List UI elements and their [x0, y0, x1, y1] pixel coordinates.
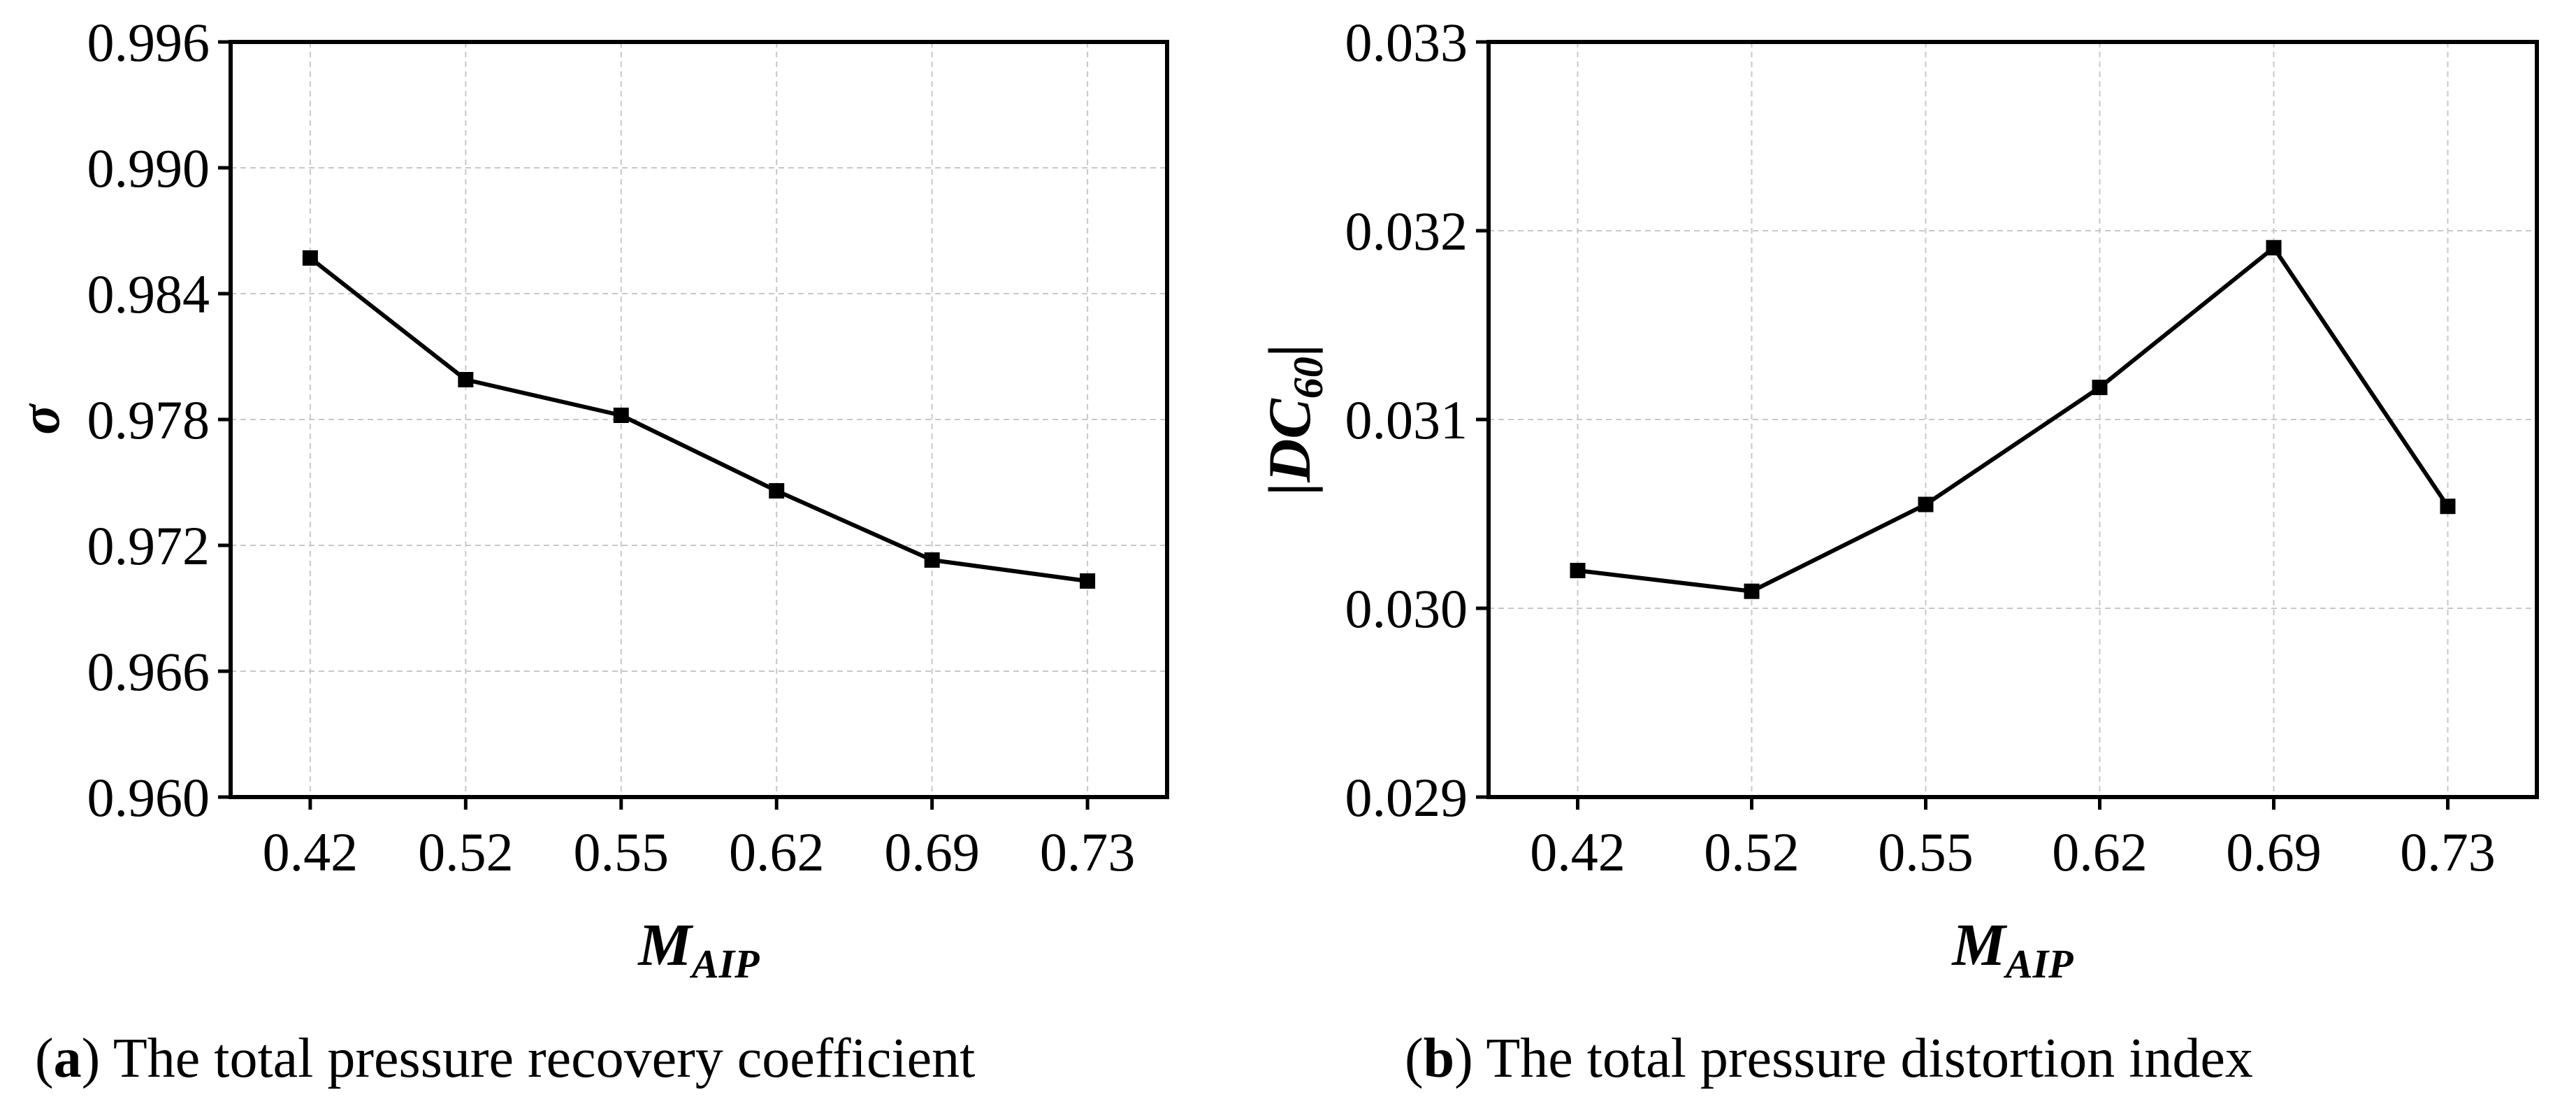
- y-tick-label-a: 0.978: [87, 389, 210, 450]
- caption-a-text: The total pressure recovery coefficient: [113, 1028, 975, 1089]
- x-tick-label-a: 0.55: [574, 822, 670, 882]
- caption-b: (b) The total pressure distortion index: [1405, 1028, 2253, 1089]
- data-point-a: [302, 250, 318, 266]
- data-point-a: [1080, 573, 1096, 589]
- series-line-b: [1577, 245, 2450, 594]
- x-tick-label-a: 0.62: [729, 822, 825, 882]
- x-axis-label-b: MAIP: [1951, 911, 2074, 987]
- caption-a-letter: a: [54, 1028, 82, 1089]
- data-point-a: [458, 372, 474, 387]
- data-point-b: [1570, 563, 1586, 578]
- y-axis-label-a: σ: [10, 403, 71, 435]
- x-tick-label-b: 0.52: [1704, 822, 1800, 882]
- y-axis-label-b-sub: 60: [1285, 357, 1331, 399]
- y-tick-label-a: 0.996: [87, 12, 210, 73]
- y-axis-label-b: |DC60|: [1256, 343, 1331, 495]
- x-tick-label-a: 0.42: [263, 822, 359, 882]
- y-tick-label-b: 0.033: [1345, 12, 1468, 73]
- y-tick-label-a: 0.972: [87, 515, 210, 576]
- y-tick-label-b: 0.031: [1345, 389, 1468, 450]
- chart-panel-b: 0.029 0.030 0.031 0.032 0.033 0.42 0.52 0.55 0.6…: [1256, 12, 2539, 1089]
- data-point-b: [2440, 499, 2456, 515]
- data-point-b: [1918, 496, 1934, 512]
- x-axis-label-a-main: M: [637, 911, 693, 978]
- data-point-a: [924, 552, 940, 568]
- x-tick-label-b: 0.55: [1878, 822, 1974, 882]
- data-point-b: [1744, 583, 1760, 599]
- x-tick-label-b: 0.62: [2052, 822, 2148, 882]
- data-point-b: [2266, 240, 2282, 256]
- caption-a: (a) The total pressure recovery coeffici…: [35, 1028, 975, 1089]
- y-tick-label-b: 0.032: [1345, 201, 1468, 261]
- y-axis-label-b-main: |DC: [1256, 398, 1323, 496]
- x-tick-label-b: 0.73: [2400, 822, 2496, 882]
- x-tick-label-a: 0.52: [418, 822, 514, 882]
- y-tick-label-b: 0.030: [1345, 578, 1468, 639]
- caption-b-text: The total pressure distortion index: [1486, 1028, 2253, 1089]
- data-point-a: [613, 408, 629, 423]
- x-tick-label-a: 0.69: [884, 822, 980, 882]
- y-axis-label-b-tail: |: [1256, 343, 1323, 357]
- x-tick-label-b: 0.69: [2226, 822, 2322, 882]
- y-axis-label-a-main: σ: [10, 403, 71, 435]
- y-tick-label-a: 0.990: [87, 138, 210, 199]
- data-point-b: [2092, 380, 2108, 396]
- caption-b-letter: b: [1424, 1028, 1455, 1089]
- y-tick-label-b: 0.029: [1345, 767, 1468, 828]
- y-tick-label-a: 0.960: [87, 767, 210, 828]
- x-axis-label-b-sub: AIP: [2004, 941, 2074, 987]
- data-point-a: [769, 483, 785, 499]
- y-tick-label-a: 0.966: [87, 641, 210, 702]
- x-tick-label-a: 0.73: [1040, 822, 1136, 882]
- chart-panel-a: 0.960 0.966 0.972 0.978 0.984 0.990 0.996 0.42 0…: [10, 12, 1169, 1089]
- x-axis-label-b-main: M: [1951, 911, 2007, 978]
- x-axis-label-a-sub: AIP: [690, 941, 760, 987]
- x-tick-label-b: 0.42: [1530, 822, 1626, 882]
- y-tick-label-a: 0.984: [87, 264, 210, 324]
- series-line-a: [309, 256, 1088, 583]
- x-axis-label-a: MAIP: [637, 911, 760, 987]
